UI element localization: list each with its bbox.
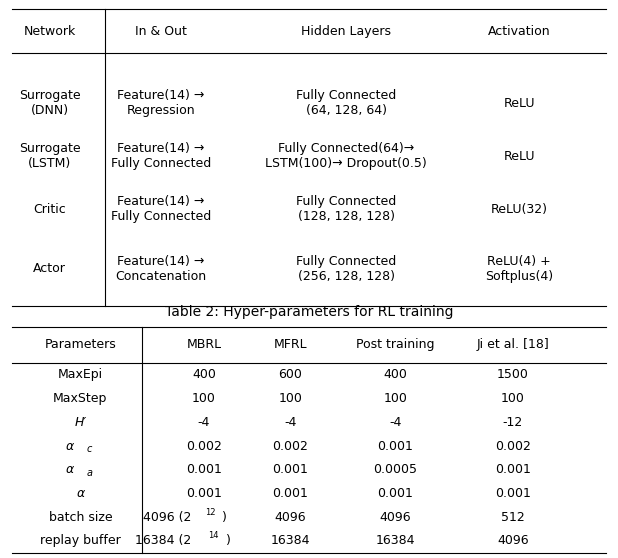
Text: -4: -4 <box>284 416 297 429</box>
Text: 512: 512 <box>501 511 525 524</box>
Text: 0.001: 0.001 <box>378 487 413 500</box>
Text: Feature(14) →
Fully Connected: Feature(14) → Fully Connected <box>111 195 211 223</box>
Text: Surrogate
(LSTM): Surrogate (LSTM) <box>19 142 80 170</box>
Text: α: α <box>66 440 74 453</box>
Text: MFRL: MFRL <box>274 339 307 352</box>
Text: ReLU(32): ReLU(32) <box>491 203 548 216</box>
Text: ): ) <box>226 535 231 547</box>
Text: Table 2: Hyper-parameters for RL training: Table 2: Hyper-parameters for RL trainin… <box>165 305 453 319</box>
Text: ReLU: ReLU <box>504 150 535 163</box>
Text: Parameters: Parameters <box>44 339 116 352</box>
Text: 0.002: 0.002 <box>186 440 222 453</box>
Text: 100: 100 <box>501 392 525 405</box>
Text: 4096: 4096 <box>497 535 529 547</box>
Text: Actor: Actor <box>33 262 66 275</box>
Text: Critic: Critic <box>33 203 66 216</box>
Text: 0.002: 0.002 <box>495 440 531 453</box>
Text: Fully Connected
(128, 128, 128): Fully Connected (128, 128, 128) <box>296 195 396 223</box>
Text: c: c <box>87 444 92 454</box>
Text: Post training: Post training <box>356 339 435 352</box>
Text: 16384: 16384 <box>271 535 310 547</box>
Text: ): ) <box>222 511 227 524</box>
Text: 100: 100 <box>192 392 216 405</box>
Text: 0.001: 0.001 <box>495 463 531 477</box>
Text: a: a <box>87 468 93 478</box>
Text: 100: 100 <box>384 392 407 405</box>
Text: 4096 (2: 4096 (2 <box>143 511 192 524</box>
Text: In & Out: In & Out <box>135 25 187 38</box>
Text: 4096: 4096 <box>379 511 412 524</box>
Text: Fully Connected
(256, 128, 128): Fully Connected (256, 128, 128) <box>296 255 396 283</box>
Text: Hidden Layers: Hidden Layers <box>301 25 391 38</box>
Text: 0.002: 0.002 <box>273 440 308 453</box>
Text: MaxEpi: MaxEpi <box>57 368 103 381</box>
Text: 0.001: 0.001 <box>495 487 531 500</box>
Text: batch size: batch size <box>49 511 112 524</box>
Text: -4: -4 <box>389 416 402 429</box>
Text: 100: 100 <box>279 392 302 405</box>
Text: H′: H′ <box>74 416 87 429</box>
Text: 0.001: 0.001 <box>378 440 413 453</box>
Text: -12: -12 <box>503 416 523 429</box>
Text: Surrogate
(DNN): Surrogate (DNN) <box>19 89 80 117</box>
Text: 12: 12 <box>205 508 215 517</box>
Text: α: α <box>66 463 74 477</box>
Text: 400: 400 <box>192 368 216 381</box>
Text: 4096: 4096 <box>274 511 307 524</box>
Text: -4: -4 <box>198 416 210 429</box>
Text: replay buffer: replay buffer <box>40 535 121 547</box>
Text: 16384 (2: 16384 (2 <box>135 535 192 547</box>
Text: 0.001: 0.001 <box>273 487 308 500</box>
Text: ReLU(4) +
Softplus(4): ReLU(4) + Softplus(4) <box>485 255 553 283</box>
Text: Feature(14) →
Fully Connected: Feature(14) → Fully Connected <box>111 142 211 170</box>
Text: Network: Network <box>23 25 75 38</box>
Text: α: α <box>76 487 85 500</box>
Text: MBRL: MBRL <box>187 339 221 352</box>
Text: 0.001: 0.001 <box>186 487 222 500</box>
Text: 14: 14 <box>208 531 218 540</box>
Text: 16384: 16384 <box>376 535 415 547</box>
Text: 0.001: 0.001 <box>273 463 308 477</box>
Text: 400: 400 <box>384 368 407 381</box>
Text: 0.0005: 0.0005 <box>373 463 418 477</box>
Text: ReLU: ReLU <box>504 97 535 109</box>
Text: Fully Connected
(64, 128, 64): Fully Connected (64, 128, 64) <box>296 89 396 117</box>
Text: 600: 600 <box>279 368 302 381</box>
Text: MaxStep: MaxStep <box>53 392 108 405</box>
Text: 1500: 1500 <box>497 368 529 381</box>
Text: Ji et al. [18]: Ji et al. [18] <box>476 339 549 352</box>
Text: Feature(14) →
Concatenation: Feature(14) → Concatenation <box>115 255 206 283</box>
Text: 0.001: 0.001 <box>186 463 222 477</box>
Text: Feature(14) →
Regression: Feature(14) → Regression <box>117 89 205 117</box>
Text: Activation: Activation <box>488 25 551 38</box>
Text: Fully Connected(64)→
LSTM(100)→ Dropout(0.5): Fully Connected(64)→ LSTM(100)→ Dropout(… <box>265 142 427 170</box>
